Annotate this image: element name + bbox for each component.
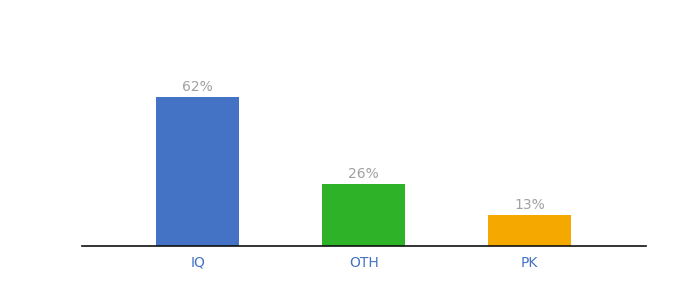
Bar — [488, 215, 571, 246]
Text: 26%: 26% — [348, 167, 379, 181]
Bar — [322, 184, 405, 246]
Text: 62%: 62% — [182, 80, 213, 94]
Text: 13%: 13% — [515, 198, 545, 212]
Bar — [156, 97, 239, 246]
